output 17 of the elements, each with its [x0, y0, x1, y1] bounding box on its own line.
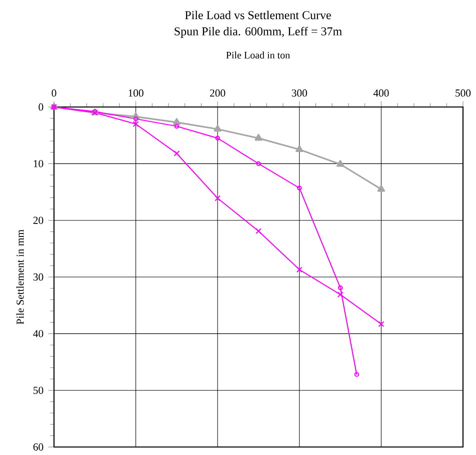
- x-tick-label: 0: [52, 89, 56, 97]
- y-tick-label: 30: [33, 273, 44, 281]
- x-tick-label: 500: [456, 89, 471, 97]
- y-tick-label: 40: [33, 330, 44, 338]
- x-axis-title: Pile Load in ton: [226, 51, 290, 59]
- y-tick-label: 10: [34, 160, 44, 168]
- x-tick-label: 400: [373, 89, 389, 97]
- y-tick-label: 60: [33, 443, 44, 451]
- x-tick-label: 100: [128, 89, 144, 97]
- x-tick-label: 200: [210, 89, 226, 97]
- chart-subtitle: Spun Pile dia. 600mm, Leff = 37m: [174, 26, 342, 38]
- y-tick-label: 50: [34, 386, 44, 394]
- x-tick-label: 300: [292, 89, 307, 97]
- chart-title: Pile Load vs Settlement Curve: [185, 10, 331, 20]
- y-tick-label: 20: [33, 216, 44, 224]
- y-axis-title: Pile Settlement in mm: [16, 230, 24, 324]
- y-tick-label: 0: [38, 103, 44, 111]
